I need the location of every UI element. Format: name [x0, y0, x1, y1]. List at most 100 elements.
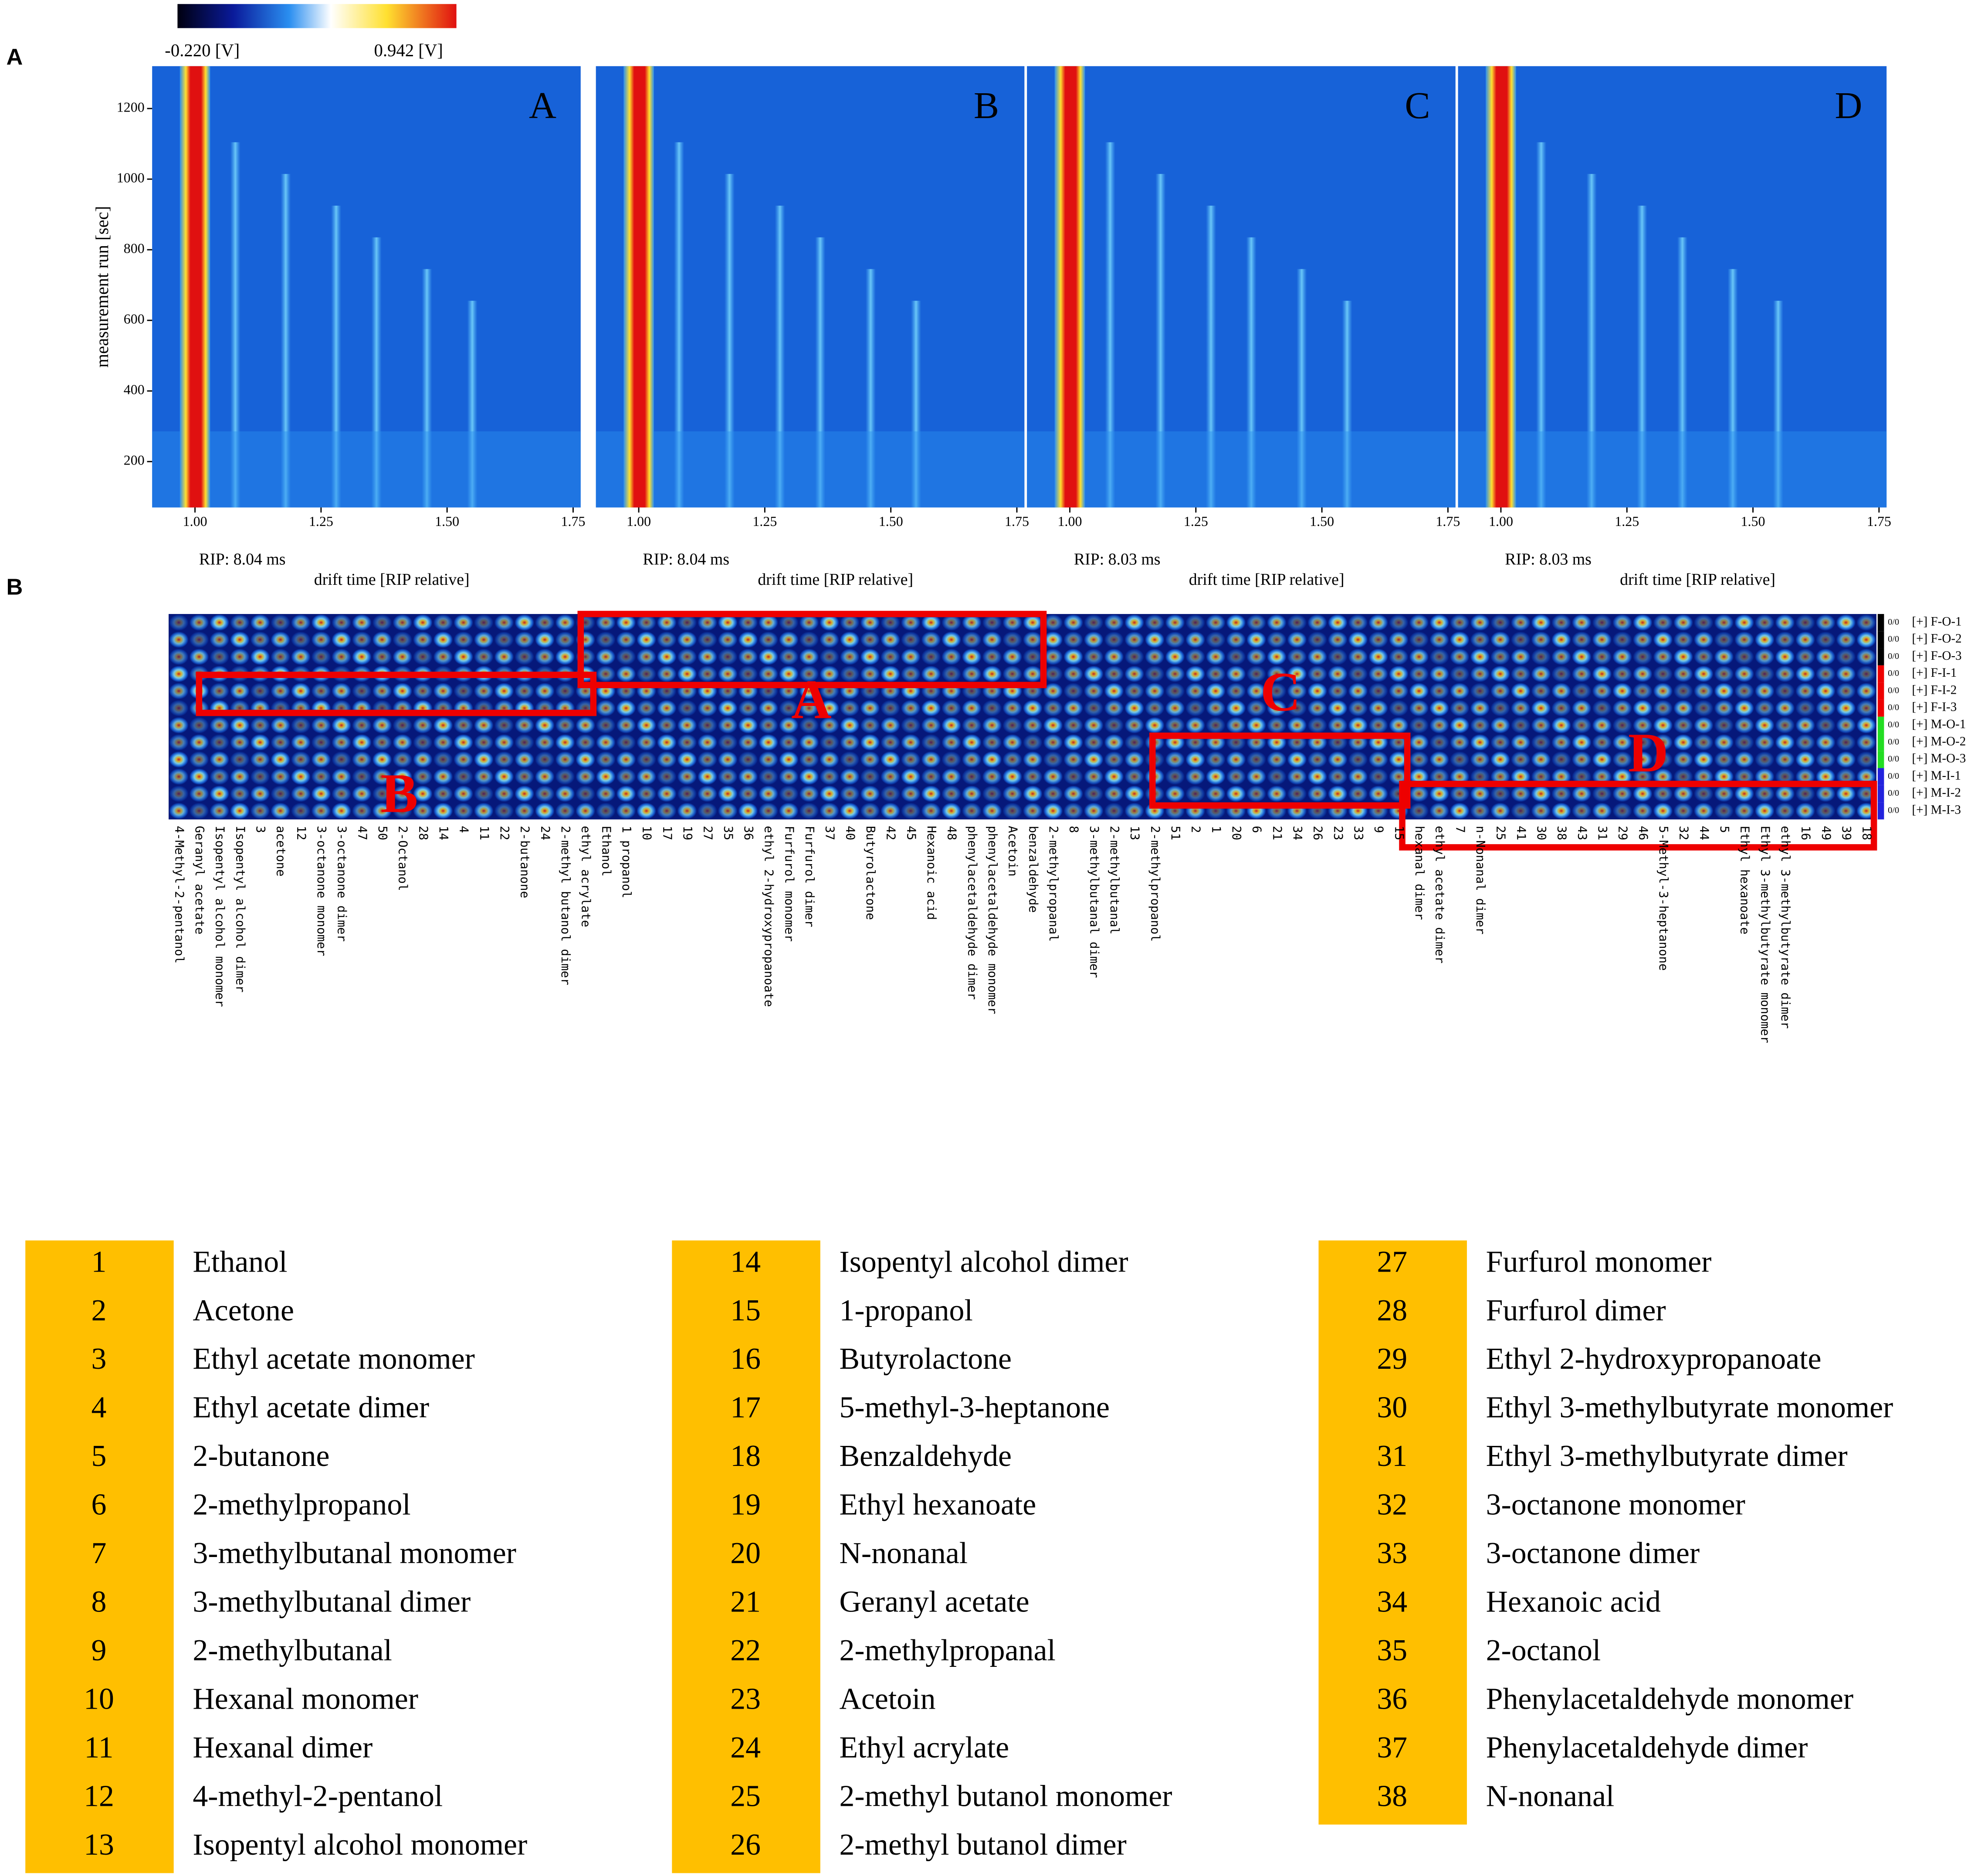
column-label: 1 propanol: [620, 826, 634, 898]
row-label: [+] M-O-3: [1912, 752, 1966, 766]
fingerprint-spot: [1185, 682, 1206, 699]
group-strip: [1877, 699, 1884, 717]
fingerprint-spot: [1754, 700, 1775, 716]
fingerprint-spot: [1734, 802, 1754, 819]
number-cell: [672, 1240, 820, 1873]
fingerprint-spot: [1429, 631, 1450, 648]
fingerprint-spot: [1551, 802, 1571, 819]
column-label: 33: [1351, 826, 1366, 840]
fingerprint-spot: [271, 631, 291, 648]
fingerprint-spot: [1714, 802, 1734, 819]
fingerprint-spot: [1836, 768, 1856, 785]
fingerprint-spot: [1287, 665, 1307, 682]
fingerprint-spot: [494, 768, 514, 785]
fingerprint-spot: [393, 751, 413, 768]
compound-name: 2-octanol: [1486, 1634, 1601, 1667]
fingerprint-spot: [1104, 700, 1124, 716]
fingerprint-spot: [921, 768, 941, 785]
fingerprint-spot: [1612, 648, 1632, 665]
fingerprint-spot: [1409, 682, 1429, 699]
fingerprint-spot: [637, 802, 657, 819]
fingerprint-spot: [1368, 785, 1389, 802]
fingerprint-spot: [1795, 700, 1815, 716]
fingerprint-spot: [230, 751, 250, 768]
fingerprint-spot: [1328, 665, 1348, 682]
fingerprint-spot: [1510, 785, 1531, 802]
fingerprint-spot: [1673, 614, 1693, 631]
fingerprint-spot: [1714, 665, 1734, 682]
fingerprint-spot: [535, 751, 555, 768]
fingerprint-spot: [1124, 751, 1145, 768]
fingerprint-spot: [535, 802, 555, 819]
column-label: 28: [416, 826, 430, 840]
fingerprint-spot: [1795, 768, 1815, 785]
fingerprint-spot: [759, 785, 779, 802]
column-label: 49: [1819, 826, 1833, 840]
fingerprint-spot: [799, 648, 819, 665]
fingerprint-spot: [637, 631, 657, 648]
fingerprint-spot: [271, 614, 291, 631]
fingerprint-spot: [1856, 665, 1876, 682]
fingerprint-spot: [1002, 785, 1023, 802]
fingerprint-spot: [250, 734, 270, 751]
fingerprint-spot: [738, 665, 758, 682]
y-tick-label: 1200: [117, 99, 145, 115]
fingerprint-spot: [1815, 700, 1836, 716]
fingerprint-spot: [738, 785, 758, 802]
fingerprint-spot: [210, 802, 230, 819]
fingerprint-spot: [901, 631, 921, 648]
fingerprint-spot: [1389, 614, 1409, 631]
fingerprint-spot: [738, 631, 758, 648]
fingerprint-spot: [759, 802, 779, 819]
column-label: Geranyl acetate: [193, 826, 207, 934]
fingerprint-spot: [596, 785, 616, 802]
column-label: phenylacetaldehyde dimer: [965, 826, 979, 1000]
spectrum-streak: [865, 269, 876, 508]
fingerprint-spot: [962, 717, 982, 734]
fingerprint-spot: [921, 614, 941, 631]
fingerprint-spot: [1287, 648, 1307, 665]
spectrum-streak: [1246, 237, 1256, 508]
compound-number: 35: [1377, 1634, 1407, 1667]
fingerprint-spot: [1551, 614, 1571, 631]
fingerprint-spot: [942, 700, 962, 716]
fingerprint-spot: [982, 614, 1002, 631]
fingerprint-spot: [596, 700, 616, 716]
panel-letter: D: [1835, 84, 1862, 126]
fingerprint-spot: [1734, 734, 1754, 751]
fingerprint-spot: [860, 751, 880, 768]
fingerprint-spot: [759, 614, 779, 631]
fingerprint-spot: [1307, 751, 1328, 768]
fingerprint-spot: [1490, 802, 1510, 819]
fingerprint-spot: [1510, 700, 1531, 716]
compound-number: 37: [1377, 1731, 1407, 1764]
fingerprint-spot: [1795, 734, 1815, 751]
compound-name: Ethanol: [193, 1245, 287, 1279]
fingerprint-spot: [555, 614, 575, 631]
fingerprint-spot: [1043, 768, 1063, 785]
fingerprint-spot: [759, 665, 779, 682]
fingerprint-spot: [1124, 700, 1145, 716]
fingerprint-spot: [1002, 717, 1023, 734]
fingerprint-spot: [820, 768, 840, 785]
fingerprint-spot: [840, 717, 860, 734]
column-label: 43: [1575, 826, 1589, 840]
fingerprint-spot: [1429, 802, 1450, 819]
compound-number: 7: [91, 1537, 107, 1570]
fingerprint-spot: [1267, 717, 1287, 734]
fingerprint-spot: [1104, 665, 1124, 682]
fingerprint-spot: [1815, 631, 1836, 648]
fingerprint-spot: [1145, 682, 1165, 699]
column-label: 32: [1677, 826, 1691, 840]
column-label: 7: [1453, 826, 1467, 833]
fingerprint-spot: [1084, 734, 1104, 751]
fingerprint-spot: [1490, 631, 1510, 648]
fingerprint-spot: [413, 785, 433, 802]
fingerprint-spot: [1002, 768, 1023, 785]
fingerprint-spot: [1551, 785, 1571, 802]
fingerprint-spot: [1104, 648, 1124, 665]
spectra-panels: A 1.00 1.25 1.50 1.75 200 400 600 800 1000 1200 RIP…: [117, 66, 1891, 589]
fingerprint-spot: [1002, 751, 1023, 768]
fingerprint-spot: [1165, 785, 1185, 802]
fingerprint-spot: [291, 682, 311, 699]
